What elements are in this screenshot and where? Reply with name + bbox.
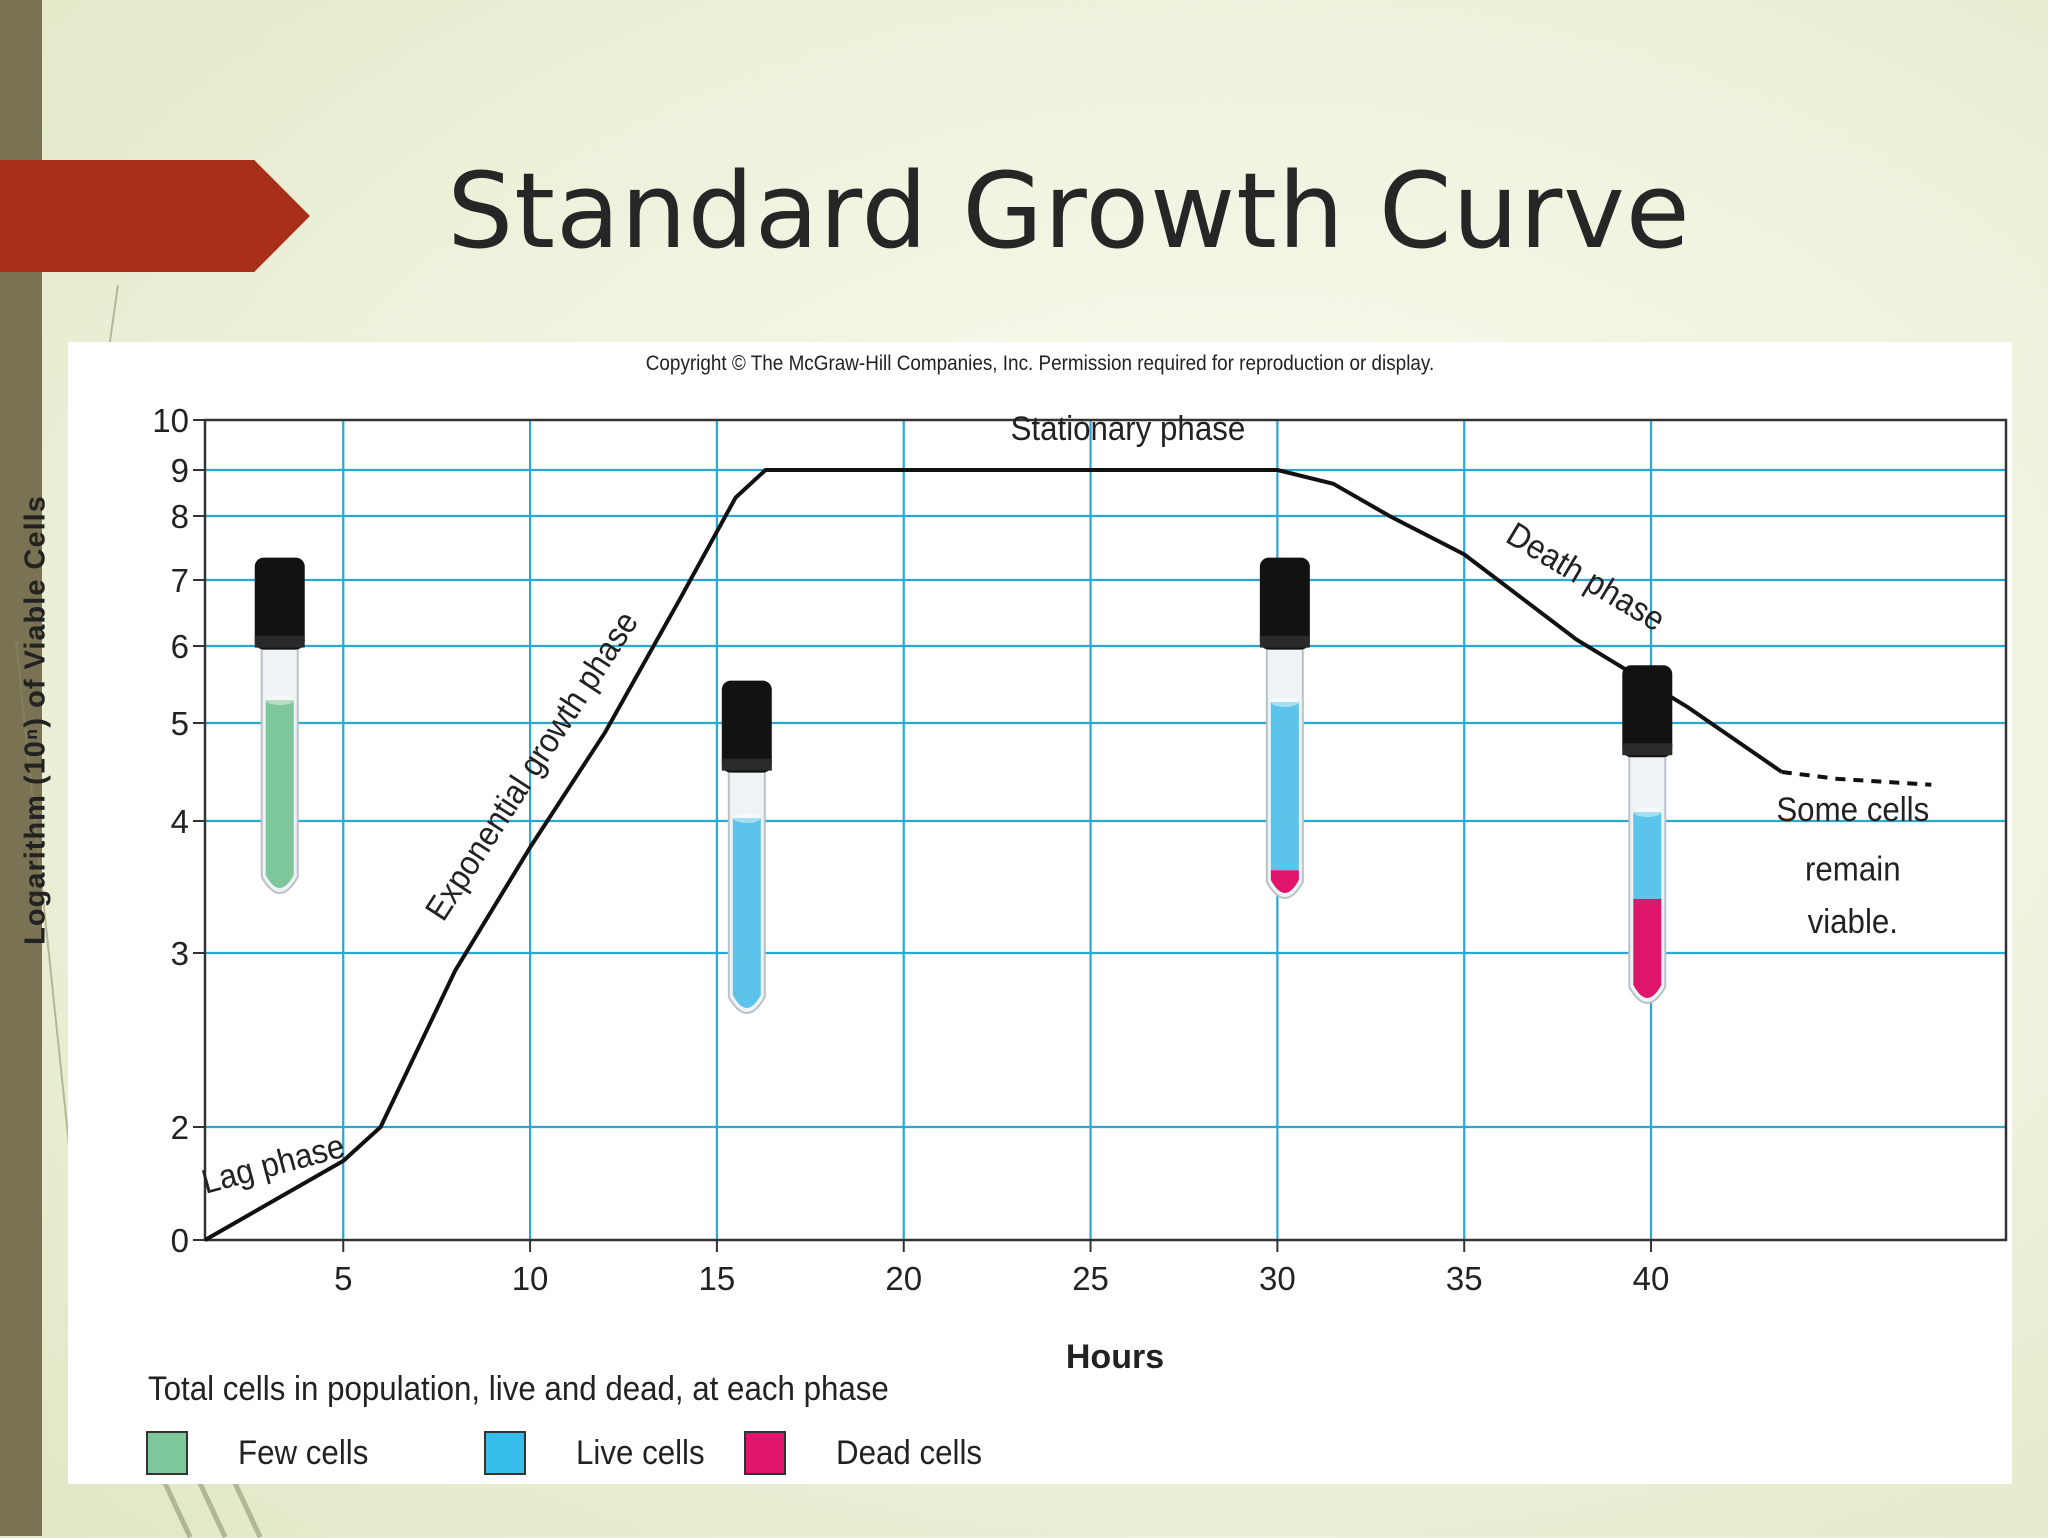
tube-cap-rim xyxy=(1622,743,1673,756)
growth-curve-line xyxy=(204,468,1783,1242)
y-tick-label: 9 xyxy=(171,452,189,489)
legend-item-live-cells: Live cells xyxy=(484,1428,716,1478)
phase-annotation: Some cells xyxy=(1776,790,1929,829)
test-tube xyxy=(254,557,305,894)
x-tick-label: 25 xyxy=(1072,1260,1109,1297)
tube-cap xyxy=(1259,557,1310,650)
plot-frame xyxy=(203,418,2008,1242)
legend-label: Dead cells xyxy=(836,1433,983,1472)
y-tick-label: 5 xyxy=(171,705,189,742)
phase-annotation: viable. xyxy=(1808,902,1898,941)
tube-meniscus xyxy=(732,813,761,823)
chart-figure: Copyright © The McGraw-Hill Companies, I… xyxy=(68,342,2012,1484)
slide-title: Standard Growth Curve xyxy=(447,150,1691,272)
phase-annotation: remain xyxy=(1805,849,1901,888)
tube-cap-rim xyxy=(721,758,772,771)
tube-meniscus xyxy=(265,695,294,705)
tube-liquid xyxy=(732,818,761,1008)
y-tick-label: 7 xyxy=(171,562,189,599)
legend-label: Live cells xyxy=(576,1433,705,1472)
x-tick-label: 5 xyxy=(334,1260,352,1297)
y-tick-label: 0 xyxy=(171,1222,189,1259)
tube-meniscus xyxy=(1270,697,1299,707)
legend-item-few-cells: Few cells xyxy=(146,1428,380,1478)
test-tube xyxy=(721,680,772,1014)
test-tube xyxy=(1622,665,1673,1004)
tube-liquid xyxy=(1270,702,1299,871)
x-tick-label: 20 xyxy=(885,1260,922,1297)
tube-cap-rim xyxy=(254,635,305,648)
legend-swatch-live xyxy=(484,1431,526,1475)
growth-curve-dashed-tail xyxy=(1781,770,1932,787)
x-tick-label: 35 xyxy=(1446,1260,1483,1297)
phase-annotation: Lag phase xyxy=(197,1126,348,1201)
title-arrow-tab xyxy=(0,160,310,272)
y-tick-label: 3 xyxy=(171,935,189,972)
x-axis-label: Hours xyxy=(1065,1338,1165,1376)
legend-swatch-dead xyxy=(744,1431,786,1475)
tube-cap xyxy=(254,557,305,650)
tube-cap-rim xyxy=(1259,635,1310,648)
legend-label: Few cells xyxy=(238,1433,369,1472)
phase-annotation: Exponential growth phase xyxy=(417,604,645,927)
x-tick-label: 40 xyxy=(1633,1260,1670,1297)
y-tick-label: 2 xyxy=(171,1109,189,1146)
legend-item-dead-cells: Dead cells xyxy=(744,1428,995,1478)
phase-annotation: Stationary phase xyxy=(1011,409,1246,448)
y-axis-label: Logarithm (10ⁿ) of Viable Cells xyxy=(19,495,52,945)
x-tick-label: 10 xyxy=(512,1260,549,1297)
y-tick-label: 10 xyxy=(152,402,189,439)
y-tick-label: 6 xyxy=(171,628,189,665)
tube-liquid xyxy=(1633,898,1662,998)
legend-swatch-few xyxy=(146,1431,188,1475)
copyright-notice: Copyright © The McGraw-Hill Companies, I… xyxy=(645,352,1435,375)
tube-liquid xyxy=(265,700,294,888)
tube-cap xyxy=(721,680,772,773)
phase-annotation: Death phase xyxy=(1500,514,1672,638)
tube-liquid xyxy=(1270,870,1299,893)
tube-meniscus xyxy=(1633,807,1662,817)
y-tick-label: 8 xyxy=(171,498,189,535)
legend-title: Total cells in population, live and dead… xyxy=(148,1370,889,1408)
y-tick-label: 4 xyxy=(171,803,189,840)
test-tube xyxy=(1259,557,1310,899)
x-tick-label: 30 xyxy=(1259,1260,1296,1297)
x-tick-label: 15 xyxy=(699,1260,736,1297)
tube-liquid xyxy=(1633,812,1662,899)
